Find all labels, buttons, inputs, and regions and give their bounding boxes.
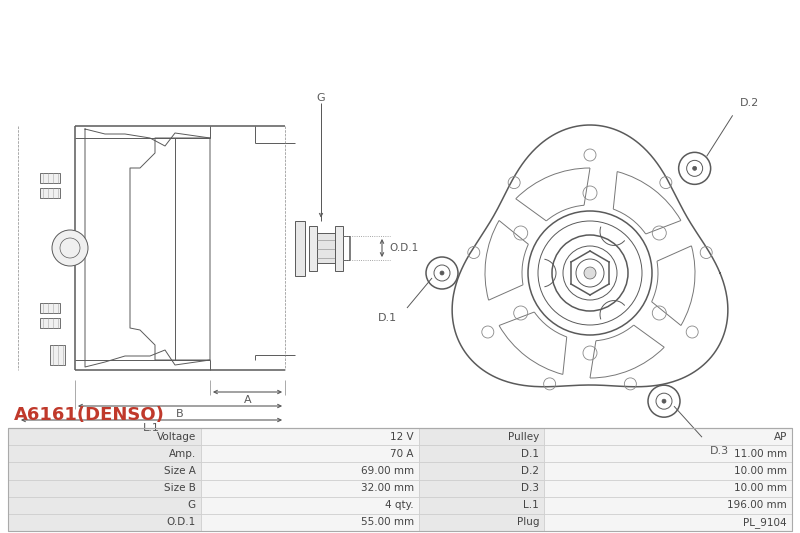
Text: 11.00 mm: 11.00 mm	[734, 449, 787, 459]
Text: AP: AP	[774, 432, 787, 441]
Text: PL_9104: PL_9104	[743, 517, 787, 528]
Bar	[544, 445, 792, 462]
Text: 4 qty.: 4 qty.	[386, 500, 414, 510]
Bar	[419, 480, 544, 497]
Bar	[335, 225, 343, 271]
Circle shape	[584, 267, 596, 279]
Text: 32.00 mm: 32.00 mm	[361, 483, 414, 493]
Text: 69.00 mm: 69.00 mm	[361, 466, 414, 476]
Bar	[8, 462, 201, 480]
Bar	[544, 514, 792, 531]
Text: A6161(DENSO): A6161(DENSO)	[14, 406, 165, 424]
Text: L.1: L.1	[523, 500, 539, 510]
Text: 70 A: 70 A	[390, 449, 414, 459]
Text: D.3: D.3	[710, 446, 729, 456]
Bar	[419, 497, 544, 514]
Bar	[40, 188, 60, 198]
Text: O.D.1: O.D.1	[166, 518, 196, 528]
Bar	[544, 497, 792, 514]
Circle shape	[440, 271, 444, 275]
Text: G: G	[188, 500, 196, 510]
Text: Plug: Plug	[517, 518, 539, 528]
Bar	[201, 445, 419, 462]
Bar	[419, 514, 544, 531]
Text: O.D.1: O.D.1	[390, 243, 418, 253]
Bar	[201, 497, 419, 514]
Bar	[419, 462, 544, 480]
Bar	[40, 173, 60, 183]
Bar	[201, 480, 419, 497]
Text: 10.00 mm: 10.00 mm	[734, 483, 787, 493]
Bar	[8, 480, 201, 497]
Text: A: A	[244, 395, 251, 405]
Text: G: G	[317, 93, 326, 103]
Text: Voltage: Voltage	[157, 432, 196, 441]
Bar	[8, 428, 792, 531]
Bar	[295, 221, 305, 276]
Text: D.2: D.2	[740, 99, 759, 108]
Circle shape	[52, 230, 88, 266]
Bar	[309, 225, 317, 271]
Text: Pulley: Pulley	[508, 432, 539, 441]
Bar	[544, 462, 792, 480]
Bar	[201, 462, 419, 480]
Text: D.2: D.2	[521, 466, 539, 476]
Text: B: B	[176, 409, 184, 419]
Bar	[8, 445, 201, 462]
Bar	[201, 428, 419, 445]
Text: D.1: D.1	[378, 313, 397, 323]
Circle shape	[693, 166, 697, 171]
Bar	[419, 428, 544, 445]
Bar	[317, 233, 335, 263]
Bar	[40, 318, 60, 328]
Bar	[50, 345, 65, 365]
Text: D.1: D.1	[521, 449, 539, 459]
Bar	[8, 514, 201, 531]
Bar	[8, 428, 201, 445]
Text: 55.00 mm: 55.00 mm	[361, 518, 414, 528]
Bar	[40, 303, 60, 313]
Text: Size A: Size A	[164, 466, 196, 476]
Text: 196.00 mm: 196.00 mm	[727, 500, 787, 510]
Text: D.3: D.3	[521, 483, 539, 493]
Bar	[544, 480, 792, 497]
Bar	[419, 445, 544, 462]
Text: Amp.: Amp.	[169, 449, 196, 459]
Text: 10.00 mm: 10.00 mm	[734, 466, 787, 476]
Circle shape	[662, 399, 666, 403]
Bar	[544, 428, 792, 445]
Text: 12 V: 12 V	[390, 432, 414, 441]
Bar	[201, 514, 419, 531]
Text: Size B: Size B	[164, 483, 196, 493]
Text: L.1: L.1	[143, 423, 160, 433]
Bar	[8, 497, 201, 514]
